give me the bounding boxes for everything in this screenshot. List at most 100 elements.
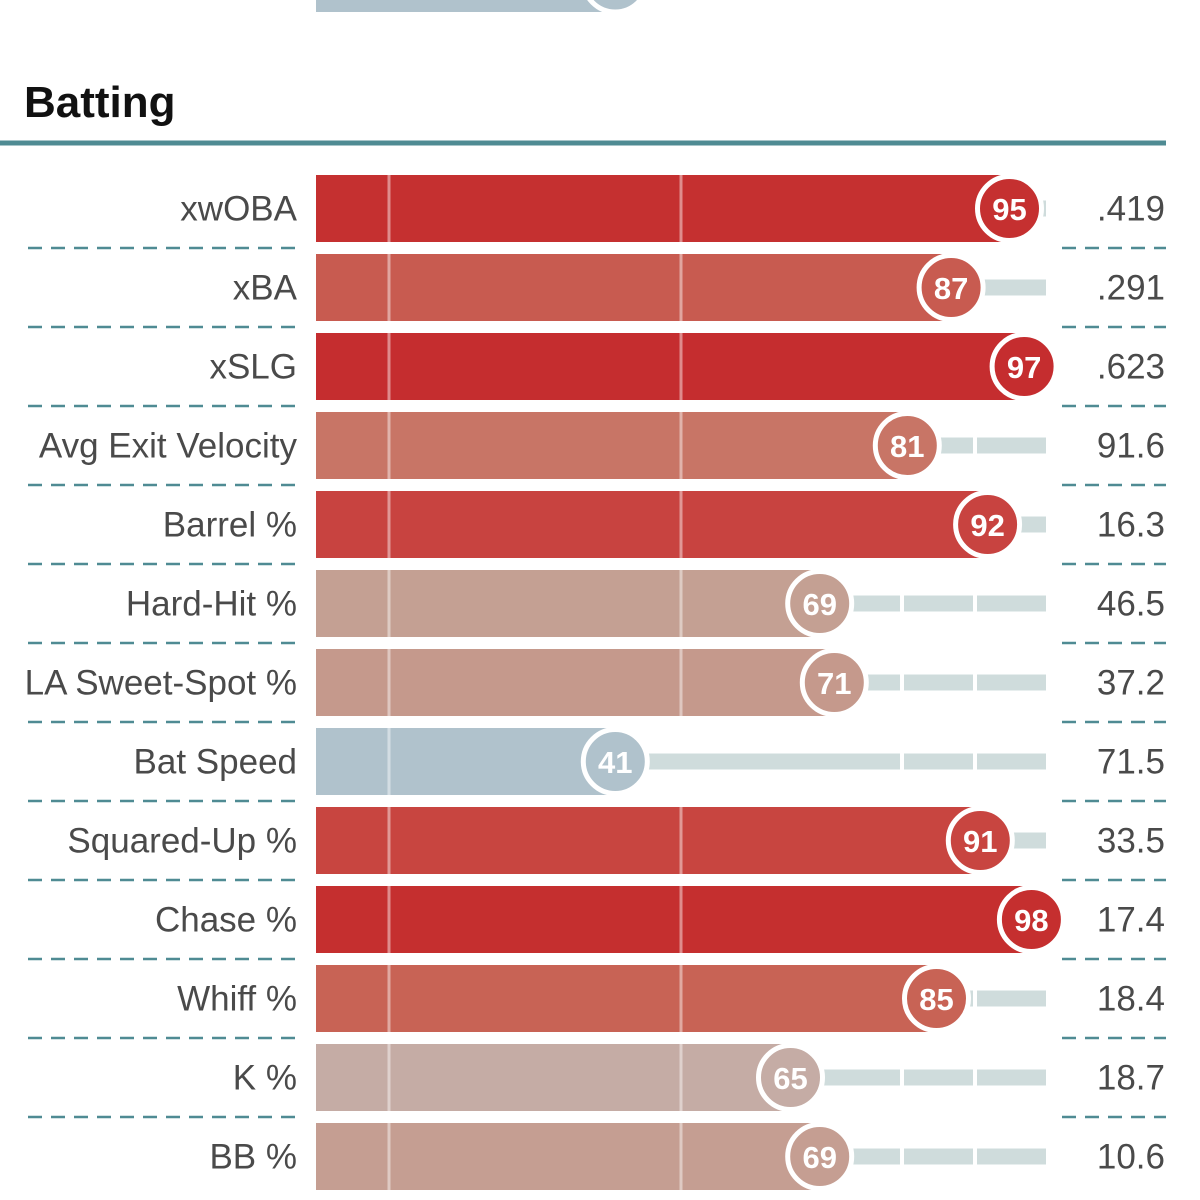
percentile-bar [316, 175, 1010, 242]
prev-bar [316, 0, 616, 12]
metric-row: 41 Bat Speed 71.5 [28, 727, 1166, 803]
metric-label: LA Sweet-Spot % [25, 664, 297, 703]
percentile-label: 95 [992, 192, 1026, 227]
metric-value: 18.7 [1097, 1059, 1165, 1098]
percentile-label: 65 [773, 1061, 807, 1096]
percentile-circle [785, 1122, 855, 1191]
percentile-bar [316, 965, 937, 1032]
metric-row: 97 xSLG .623 [28, 332, 1166, 408]
metric-row: 98 Chase % 17.4 [28, 885, 1166, 961]
percentile-bar [316, 649, 835, 716]
metric-label: Avg Exit Velocity [39, 427, 298, 466]
track-tick [900, 674, 904, 691]
percentile-circle [580, 727, 650, 796]
percentile-bar [316, 807, 981, 874]
percentile-label: 91 [963, 824, 997, 859]
percentile-label: 71 [817, 666, 851, 701]
percentile-label: 98 [1014, 903, 1048, 938]
percentile-bar [316, 333, 1025, 400]
metric-value: .291 [1097, 269, 1165, 308]
track-tick [973, 753, 977, 770]
percentile-circle [756, 1043, 825, 1112]
percentile-circle [872, 411, 942, 480]
track-tick [973, 674, 977, 691]
percentile-label: 69 [802, 587, 836, 622]
percentile-bar [316, 886, 1032, 953]
percentile-circle [902, 964, 971, 1033]
track-tick [973, 595, 977, 612]
metric-value: 16.3 [1097, 506, 1165, 545]
percentile-track [790, 1069, 1046, 1086]
metric-label: BB % [209, 1138, 297, 1177]
percentile-bar [316, 728, 616, 795]
percentile-track [615, 753, 1046, 770]
metric-row: 71 LA Sweet-Spot % 37.2 [25, 648, 1166, 724]
section-title: Batting [24, 78, 176, 127]
metric-value: 37.2 [1097, 664, 1165, 703]
track-tick [973, 1069, 977, 1086]
metric-label: Whiff % [177, 980, 297, 1019]
percentile-track [834, 674, 1046, 691]
percentile-label: 97 [1007, 350, 1041, 385]
track-tick [973, 1148, 977, 1165]
percentile-bar [316, 1044, 791, 1111]
metric-value: .623 [1097, 348, 1165, 387]
metric-row: 91 Squared-Up % 33.5 [28, 806, 1166, 882]
percentile-bar [316, 412, 908, 479]
percentile-label: 81 [890, 429, 924, 464]
percentile-label: 41 [598, 745, 632, 780]
percentile-circle [945, 806, 1015, 875]
metric-value: 46.5 [1097, 585, 1165, 624]
percentile-circle [799, 648, 869, 717]
percentile-circle [996, 885, 1066, 954]
percentile-circle [989, 332, 1059, 401]
track-tick [900, 753, 904, 770]
metric-row: 87 xBA .291 [28, 253, 1166, 329]
metric-row: 65 K % 18.7 [28, 1043, 1166, 1119]
percentile-bar [316, 1123, 820, 1190]
percentile-label: 85 [919, 982, 953, 1017]
metric-row: 92 Barrel % 16.3 [28, 490, 1166, 566]
metric-label: Chase % [155, 901, 297, 940]
rows-group: 95 xwOBA .419 87 xBA .291 97 xSLG .623 81 Avg Exit… [25, 174, 1166, 1191]
metric-row: 95 xwOBA .419 [28, 174, 1166, 250]
metric-label: xwOBA [180, 190, 297, 229]
metric-value: .419 [1097, 190, 1165, 229]
metric-label: K % [233, 1059, 297, 1098]
metric-row: 81 Avg Exit Velocity 91.6 [28, 411, 1166, 487]
percentile-label: 87 [934, 271, 968, 306]
metric-value: 33.5 [1097, 822, 1165, 861]
track-tick [900, 595, 904, 612]
metric-label: Barrel % [163, 506, 297, 545]
metric-value: 91.6 [1097, 427, 1165, 466]
track-tick [900, 1148, 904, 1165]
metric-row: 69 Hard-Hit % 46.5 [28, 569, 1166, 645]
metric-label: Squared-Up % [67, 822, 297, 861]
percentile-bar [316, 254, 952, 321]
track-tick [900, 1069, 904, 1086]
metric-label: Hard-Hit % [126, 585, 297, 624]
percentile-bar [316, 570, 820, 637]
metric-label: xSLG [209, 348, 297, 387]
previous-section-tail [316, 0, 644, 15]
percentile-bar [316, 491, 988, 558]
percentile-track [819, 595, 1046, 612]
track-tick [973, 437, 977, 454]
metric-row: 85 Whiff % 18.4 [28, 964, 1166, 1040]
track-tick [973, 990, 977, 1007]
prev-percentile-circle [587, 0, 644, 15]
percentile-track [819, 1148, 1046, 1165]
metric-value: 71.5 [1097, 743, 1165, 782]
percentile-circle [975, 174, 1044, 243]
metric-value: 17.4 [1097, 901, 1165, 940]
metric-value: 18.4 [1097, 980, 1165, 1019]
percentile-circle [785, 569, 855, 638]
percentile-circle [916, 253, 986, 322]
percentile-label: 69 [802, 1140, 836, 1175]
percentile-label: 92 [970, 508, 1004, 543]
metric-row: 69 BB % 10.6 [209, 1122, 1165, 1191]
metric-label: xBA [233, 269, 298, 308]
metric-label: Bat Speed [134, 743, 297, 782]
